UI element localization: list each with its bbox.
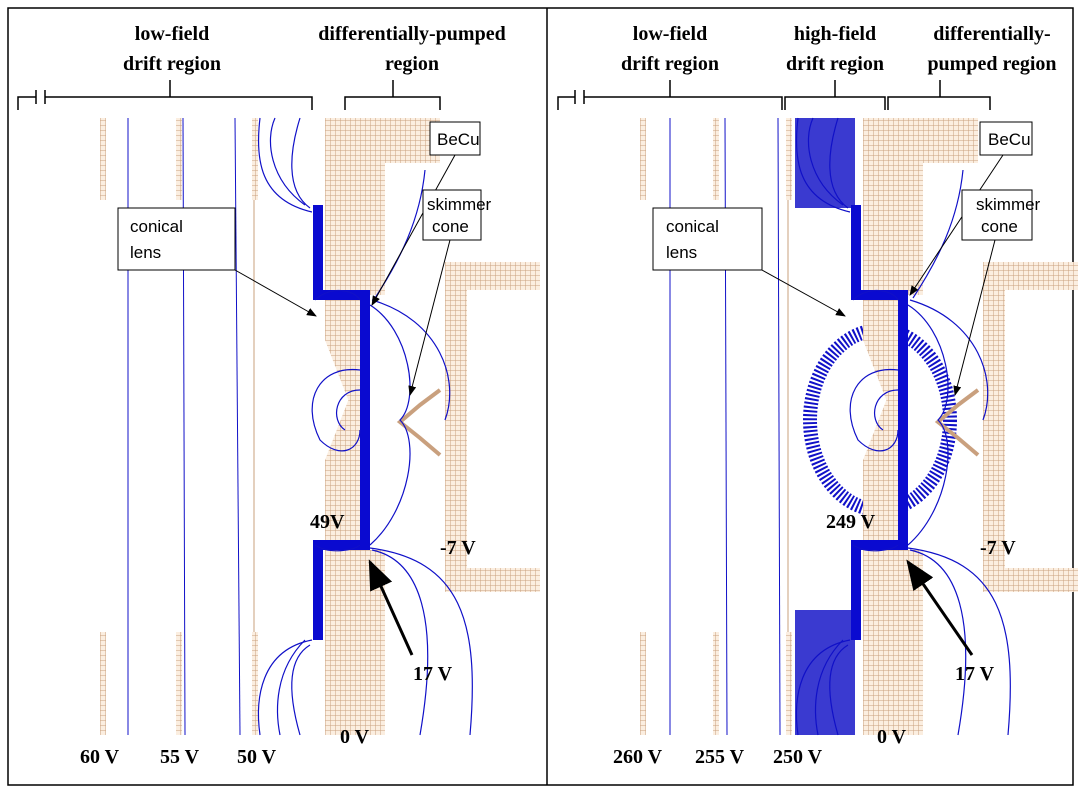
voltage-label: 249 V: [826, 511, 876, 533]
text-line: high-field: [794, 23, 876, 45]
text-line: BeCu: [437, 130, 480, 149]
voltage-label: 49V: [310, 511, 345, 533]
voltage-label: 0 V: [340, 726, 370, 748]
voltage-label: 260 V: [613, 746, 663, 768]
callout: BeCu: [437, 130, 480, 149]
text-line: BeCu: [988, 130, 1031, 149]
text-line: drift region: [621, 53, 719, 75]
voltage-label: 17 V: [413, 663, 453, 685]
voltage-label: 55 V: [160, 746, 200, 768]
voltage-label: 250 V: [773, 746, 823, 768]
callout: BeCu: [988, 130, 1031, 149]
text-line: lens: [130, 243, 161, 262]
text-line: drift region: [786, 53, 884, 75]
text-line: skimmer: [976, 195, 1041, 214]
voltage-label: 50 V: [237, 746, 277, 768]
right-panel: low-field drift region high-field drift re…: [558, 23, 1078, 768]
voltage-label: -7 V: [440, 537, 476, 559]
voltage-label: 60 V: [80, 746, 120, 768]
left-panel: low-field drift region differentially-pum…: [18, 23, 540, 768]
text-line: conical: [130, 217, 183, 236]
text-line: cone: [432, 217, 469, 236]
text-line: low-field: [135, 23, 209, 45]
region-label: differentially-pumped region: [318, 23, 505, 75]
text-line: differentially-: [933, 23, 1050, 45]
text-line: region: [385, 53, 439, 75]
region-label: differentially-pumped region: [927, 23, 1056, 75]
text-line: lens: [666, 243, 697, 262]
text-line: pumped region: [927, 53, 1056, 75]
region-label: low-field drift region: [123, 23, 221, 75]
voltage-label: 17 V: [955, 663, 995, 685]
text-line: differentially-pumped: [318, 23, 505, 45]
voltage-label: 0 V: [877, 726, 907, 748]
text-line: cone: [981, 217, 1018, 236]
voltage-label: 255 V: [695, 746, 745, 768]
text-line: conical: [666, 217, 719, 236]
region-label: low-field drift region: [621, 23, 719, 75]
text-line: drift region: [123, 53, 221, 75]
figure: low-field drift region differentially-pum…: [0, 0, 1081, 791]
voltage-label: -7 V: [980, 537, 1016, 559]
text-line: skimmer: [427, 195, 492, 214]
region-label: high-field drift region: [786, 23, 884, 75]
text-line: low-field: [633, 23, 707, 45]
